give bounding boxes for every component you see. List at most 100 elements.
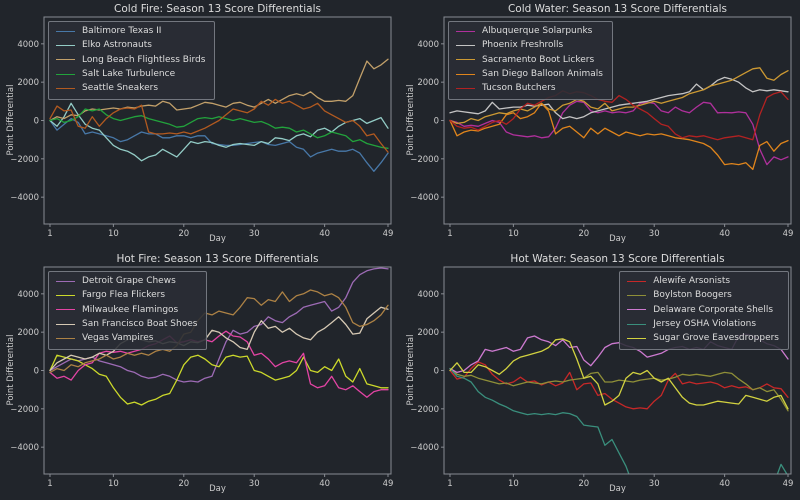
legend-line-swatch [627, 338, 647, 340]
series-line-sacramento-boot-lickers [449, 67, 789, 125]
legend-label: Alewife Arsonists [653, 276, 731, 286]
series-line-phoenix-freshrolls [449, 76, 789, 120]
series-line-baltimore-texas-ii [49, 117, 389, 172]
legend-item-albuquerque-solarpunks: Albuquerque Solarpunks [456, 26, 603, 37]
plot-frame [443, 266, 792, 475]
x-tick-label: 30 [249, 479, 260, 489]
series-group [49, 267, 389, 406]
y-tick-label: 0 [34, 117, 39, 127]
x-tick-label: 40 [719, 229, 730, 239]
legend-item-detroit-grape-chews: Detroit Grape Chews [56, 276, 197, 287]
series-line-salt-lake-turbulence [49, 108, 389, 149]
x-tick-label: 10 [108, 229, 119, 239]
legend-line-swatch [56, 73, 75, 75]
legend: Detroit Grape Chews Fargo Flea Flickers Mi… [48, 271, 208, 350]
legend-label: Jersey OSHA Violations [653, 318, 757, 329]
x-axis-label: Day [209, 484, 226, 494]
x-axis-label: Day [209, 234, 226, 244]
series-line-seattle-sneakers [49, 98, 389, 153]
legend-line-swatch [456, 88, 475, 90]
y-tick-label: −2000 [410, 155, 439, 165]
legend-line-swatch [627, 309, 647, 311]
axis-ticks: 1 10 20 30 40 49 −4000 −2000 0 2000 4000 [10, 40, 393, 239]
series-group [449, 333, 789, 474]
plot-frame [43, 16, 392, 225]
series-line-long-beach-flightless-birds [49, 58, 389, 122]
x-tick-label: 1 [47, 229, 52, 239]
y-tick-label: 0 [34, 367, 39, 377]
series-line-detroit-grape-chews [49, 267, 389, 383]
legend-line-swatch [627, 295, 647, 297]
series-line-vegas-vampires [49, 289, 389, 374]
legend-item-san-diego-balloon-animals: San Diego Balloon Animals [456, 69, 603, 80]
plot-frame [43, 266, 392, 475]
x-tick-label: 1 [447, 229, 452, 239]
series-line-san-diego-balloon-animals [449, 102, 789, 171]
x-tick-label: 1 [47, 479, 52, 489]
legend-line-swatch [627, 280, 647, 282]
axis-ticks: 1 10 20 30 40 49 −4000 −2000 0 2000 4000 [410, 40, 793, 239]
series-line-albuquerque-solarpunks [449, 100, 789, 166]
x-tick-label: 30 [649, 479, 660, 489]
x-tick-label: 49 [383, 479, 394, 489]
legend-item-vegas-vampires: Vegas Vampires [56, 333, 197, 344]
x-tick-label: 49 [783, 229, 794, 239]
legend-label: Fargo Flea Flickers [82, 290, 166, 301]
legend-line-swatch [56, 88, 75, 90]
y-tick-label: −2000 [10, 155, 39, 165]
x-tick-label: 20 [578, 479, 589, 489]
legend-line-swatch [56, 45, 75, 47]
legend-line-swatch [56, 309, 75, 311]
legend-item-phoenix-freshrolls: Phoenix Freshrolls [456, 40, 603, 51]
subplot-hot-fire: Hot Fire: Season 13 Score Differentials … [0, 250, 400, 500]
y-tick-label: 4000 [17, 290, 39, 300]
subplot-cold-water: Cold Water: Season 13 Score Differential… [400, 0, 800, 250]
x-tick-label: 10 [108, 479, 119, 489]
x-tick-label: 20 [178, 479, 189, 489]
legend-item-sacramento-boot-lickers: Sacramento Boot Lickers [456, 55, 603, 66]
y-tick-label: 0 [434, 117, 439, 127]
legend-item-tucson-butchers: Tucson Butchers [456, 83, 603, 94]
y-tick-label: 4000 [417, 290, 439, 300]
x-tick-label: 30 [249, 229, 260, 239]
y-tick-label: −4000 [10, 443, 39, 453]
plot-area: 1 10 20 30 40 49 −4000 −2000 0 2000 4000 [410, 16, 793, 239]
legend-line-swatch [56, 295, 75, 297]
legend-item-elko-astronauts: Elko Astronauts [56, 40, 205, 51]
legend-line-swatch [456, 30, 475, 32]
y-tick-label: 4000 [17, 40, 39, 50]
axis-ticks: 1 10 20 30 40 49 −4000 −2000 0 2000 4000 [410, 290, 793, 489]
plot-area: 1 10 20 30 40 49 −4000 −2000 0 2000 4000 [10, 16, 393, 239]
legend-label: Delaware Corporate Shells [653, 304, 774, 315]
chart-title: Hot Fire: Season 13 Score Differentials [116, 253, 319, 265]
legend: Baltimore Texas II Elko Astronauts Long Be… [48, 21, 216, 100]
x-tick-label: 40 [319, 479, 330, 489]
legend-label: Boylston Boogers [653, 290, 732, 301]
series-group [49, 58, 389, 172]
legend-label: Elko Astronauts [82, 40, 152, 51]
y-tick-label: −4000 [10, 193, 39, 203]
y-tick-label: 0 [434, 367, 439, 377]
legend-label: San Diego Balloon Animals [482, 68, 603, 79]
series-line-alewife-arsonists [449, 361, 789, 410]
x-tick-label: 20 [178, 229, 189, 239]
x-tick-label: 49 [783, 479, 794, 489]
legend-line-swatch [627, 323, 647, 325]
legend-item-san-francisco-boat-shoes: San Francisco Boat Shoes [56, 319, 197, 330]
series-line-jersey-osha-violations [449, 367, 788, 474]
legend-item-alewife-arsonists: Alewife Arsonists [627, 276, 779, 287]
x-tick-label: 40 [719, 479, 730, 489]
y-tick-label: −2000 [410, 405, 439, 415]
legend-item-milwaukee-flamingos: Milwaukee Flamingos [56, 305, 197, 316]
chart-title: Cold Water: Season 13 Score Differential… [507, 3, 728, 15]
subplot-hot-water: Hot Water: Season 13 Score Differentials… [400, 250, 800, 500]
series-line-fargo-flea-flickers [49, 354, 389, 406]
x-tick-label: 30 [649, 229, 660, 239]
chart-title: Cold Fire: Season 13 Score Differentials [114, 3, 321, 15]
plot-area: 1 10 20 30 40 49 −4000 −2000 0 2000 4000 [10, 266, 394, 489]
series-line-tucson-butchers [449, 90, 789, 141]
legend-item-fargo-flea-flickers: Fargo Flea Flickers [56, 290, 197, 301]
legend-item-baltimore-texas-ii: Baltimore Texas II [56, 26, 205, 37]
legend-line-swatch [56, 30, 75, 32]
legend-label: Long Beach Flightless Birds [82, 54, 206, 65]
